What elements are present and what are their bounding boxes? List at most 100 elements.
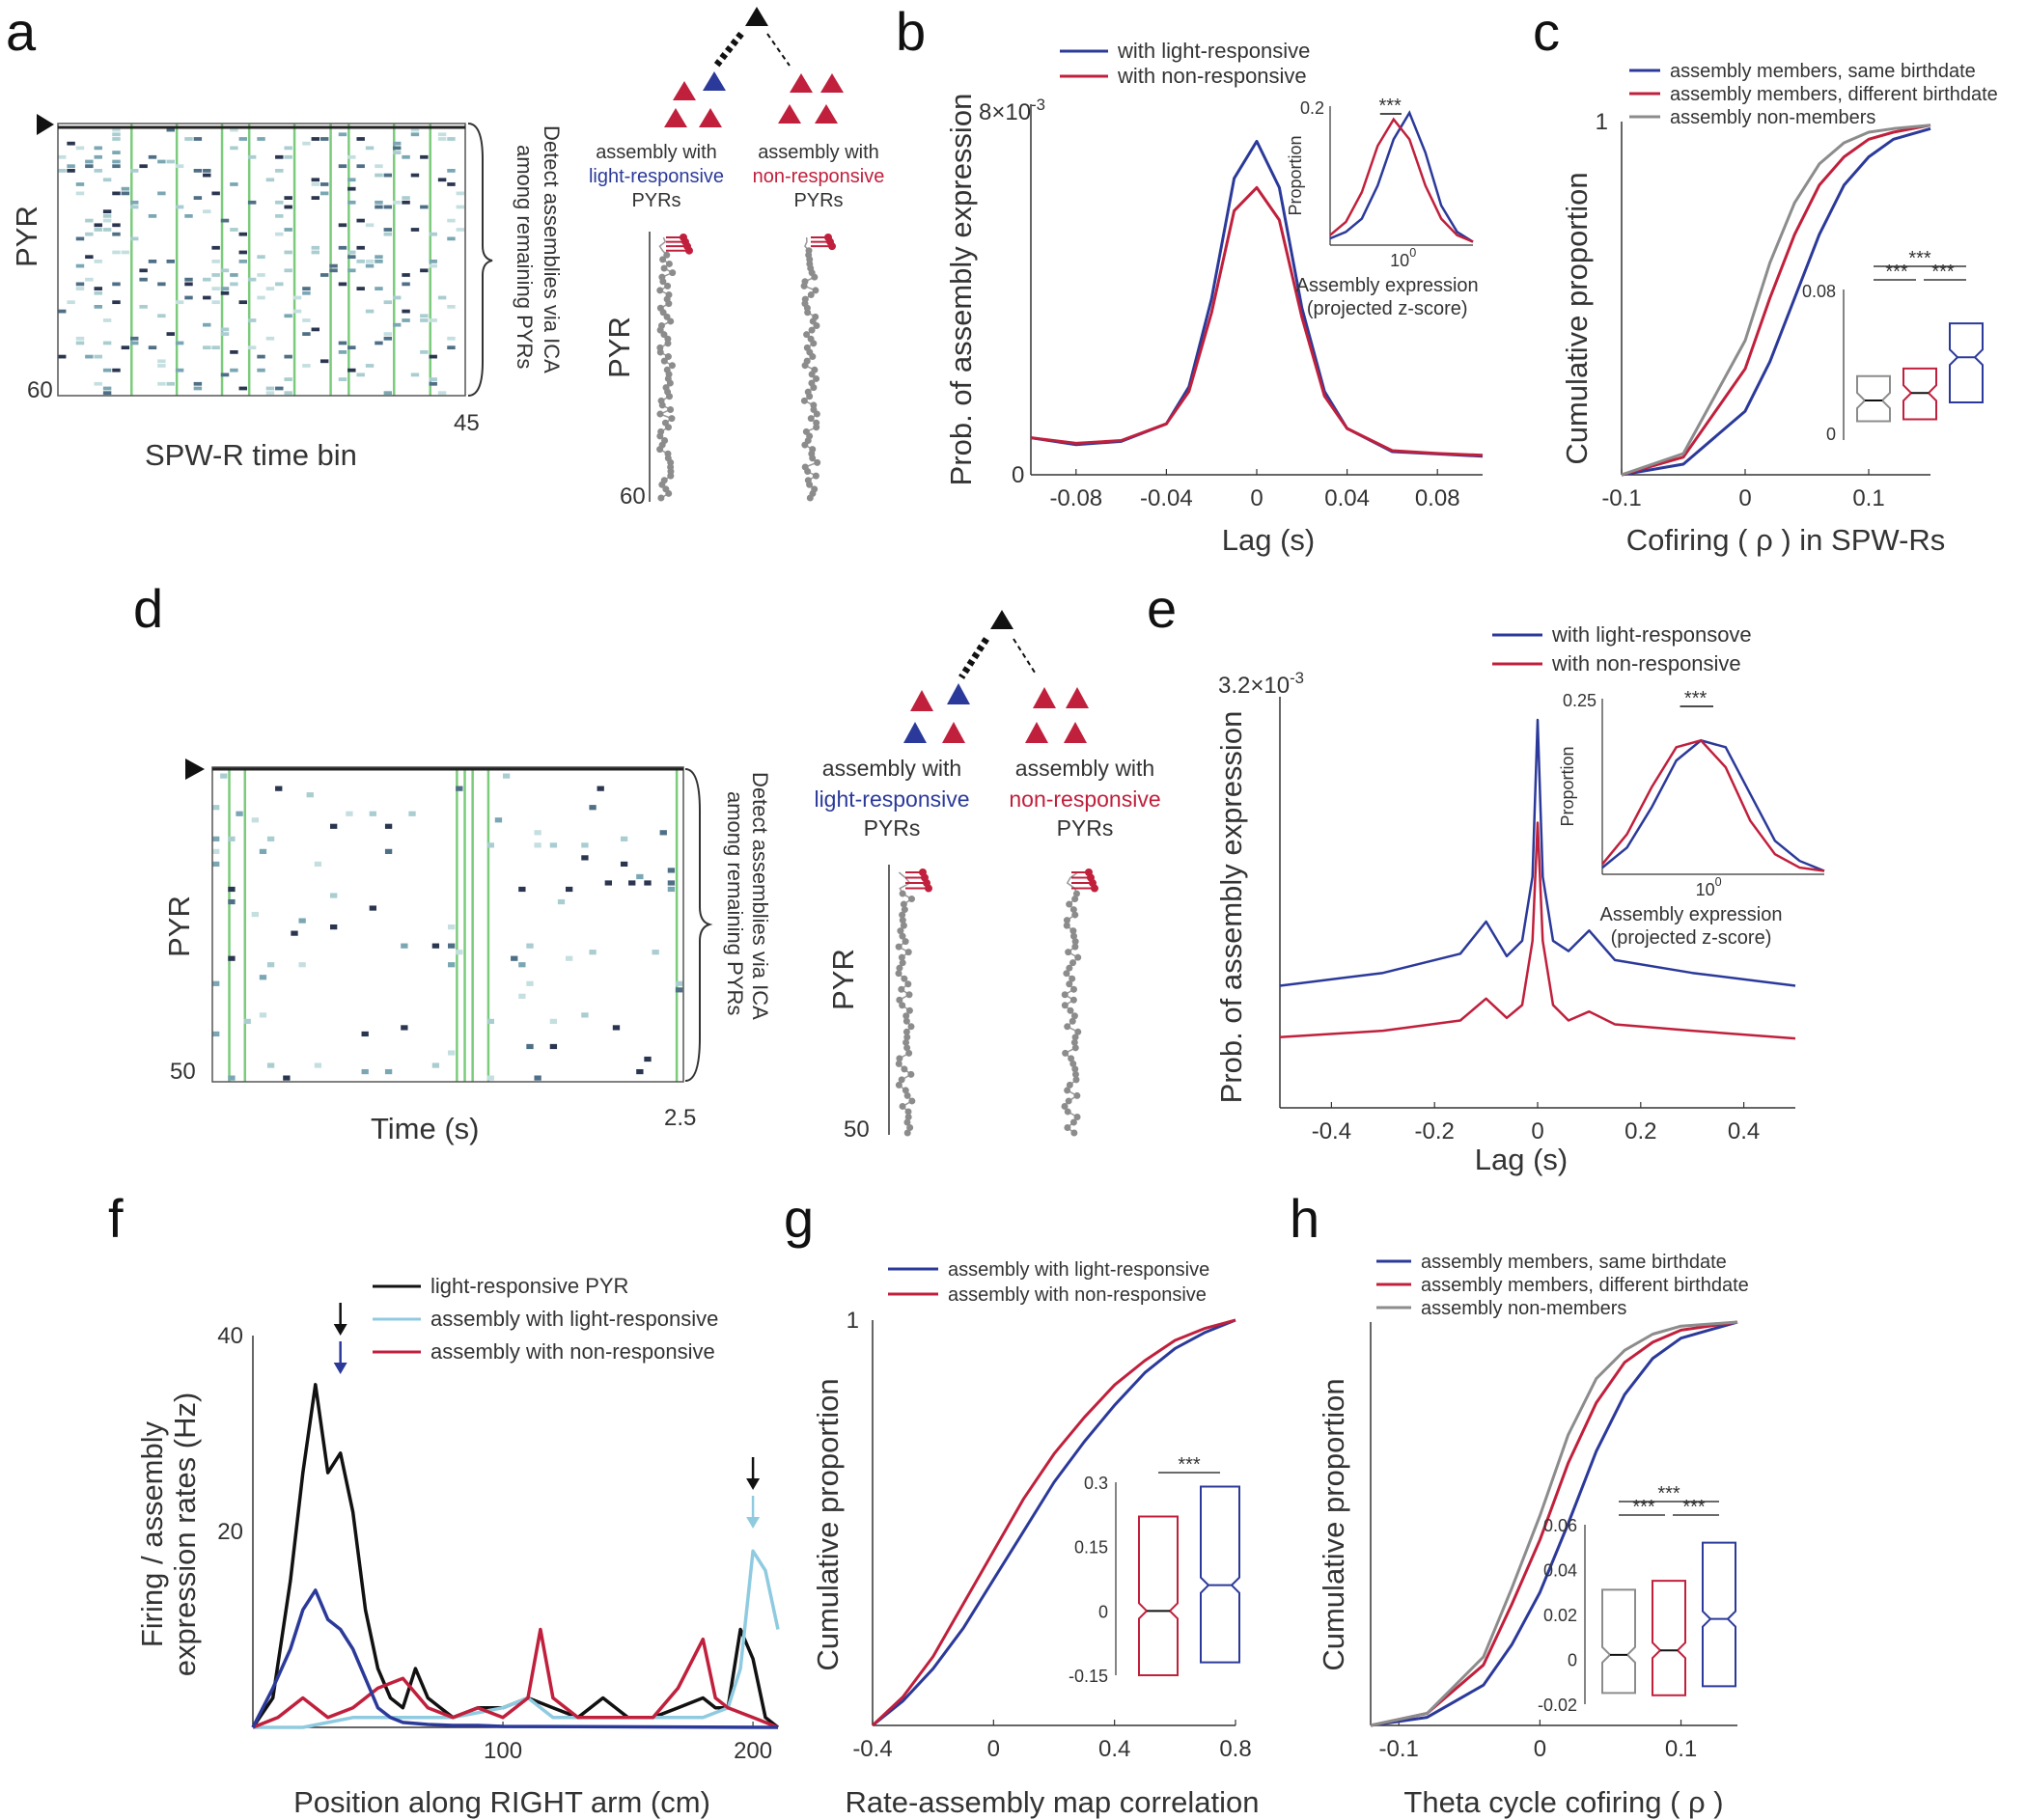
raster-cell — [94, 223, 102, 228]
chart-e: -0.4 -0.2 0 0.2 0.4 3.2×10-3 Lag (s) Prob. of a… — [1214, 622, 1825, 1176]
raster-cell — [94, 260, 102, 263]
weight-dot — [1068, 1055, 1075, 1062]
inset-xlabel: Assembly expression — [1296, 275, 1479, 296]
x-tick-label: -0.4 — [1312, 1118, 1351, 1144]
raster-cell — [636, 1068, 644, 1075]
weight-dot — [895, 1081, 902, 1089]
raster-cell — [193, 137, 203, 141]
raster-cell — [302, 141, 311, 146]
raster-cell — [193, 169, 203, 173]
raster-cell — [456, 191, 465, 196]
box-2 — [1949, 322, 1984, 403]
significance-stars: *** — [1657, 1483, 1680, 1504]
raster-cell — [220, 218, 230, 223]
weight-dot — [813, 322, 820, 330]
assembly-schematic-a — [664, 7, 844, 127]
weight-dot — [668, 362, 676, 370]
panel-label-a: a — [6, 1, 37, 62]
raster-cell — [330, 893, 338, 898]
assembly-a-light-line3: PYRs — [631, 190, 680, 211]
raster-cell — [275, 386, 284, 391]
raster-cell — [392, 141, 402, 146]
raster-cell — [456, 205, 465, 209]
raster-cell — [184, 214, 193, 218]
raster-cell — [437, 391, 447, 396]
assembly-d-non-line2: non-responsive — [1009, 786, 1160, 812]
connection-thick-icon — [713, 31, 744, 69]
raster-cell — [230, 127, 238, 132]
y-tick-bottom: 0 — [1012, 462, 1024, 488]
weight-dot — [904, 980, 912, 988]
significance-stars: *** — [1885, 262, 1908, 283]
y-tick-top: 8×10-3 — [979, 96, 1045, 125]
weight-dot — [903, 1118, 911, 1126]
raster-cell — [361, 1031, 369, 1037]
raster-cell — [361, 1068, 369, 1075]
raster-cell — [112, 223, 121, 228]
y-axis-label: Prob. of assembly expression — [1214, 711, 1248, 1104]
weight-dot — [899, 932, 906, 940]
assembly-d-light-line1: assembly with — [822, 756, 961, 781]
raster-cell — [94, 381, 102, 386]
weight-dot — [663, 251, 671, 259]
weight-dot — [1069, 927, 1077, 935]
raster-cell — [330, 823, 338, 829]
raster-cell — [447, 169, 456, 173]
raster-cell — [175, 341, 184, 345]
y-tick-top: 1 — [1596, 109, 1608, 135]
raster-cell — [157, 282, 166, 287]
weight-dot — [899, 890, 906, 897]
raster-cell — [230, 146, 238, 151]
raster-cell — [365, 263, 375, 268]
raster-cell — [667, 886, 676, 893]
raster-cell — [566, 955, 573, 961]
x-tick-label: 0 — [1531, 1118, 1543, 1144]
raster-cell — [347, 255, 356, 260]
weight-dot — [800, 282, 808, 290]
box-1 — [1652, 1580, 1686, 1696]
raster-cell — [365, 223, 375, 228]
weight-dot — [901, 1065, 908, 1073]
neuron-black-icon — [990, 610, 1014, 629]
raster-cell — [365, 309, 375, 314]
raster-cell — [247, 277, 257, 282]
raster-cell — [410, 127, 420, 132]
raster-cell — [112, 127, 121, 132]
raster-cell — [157, 314, 166, 318]
raster-cell — [275, 169, 284, 173]
raster-cell — [384, 823, 393, 829]
raster-cell — [369, 905, 376, 911]
weight-dot — [667, 405, 675, 413]
raster-cell — [259, 975, 267, 980]
raster-cell — [238, 386, 247, 391]
raster-cell — [85, 232, 94, 236]
x-axis-label: Lag (s) — [1222, 523, 1315, 557]
raster-cell — [447, 236, 456, 241]
raster-cell — [220, 332, 230, 336]
raster-cell — [644, 1056, 652, 1062]
weight-dot — [1069, 1017, 1076, 1025]
raster-cell — [410, 372, 420, 377]
raster-cell — [212, 980, 220, 986]
event-marker — [247, 124, 251, 396]
raster-cell — [330, 924, 338, 930]
event-marker — [220, 124, 224, 396]
raster-cell — [298, 962, 306, 968]
weight-dot — [667, 317, 675, 325]
inset-series-line — [1329, 117, 1474, 243]
weight-dot — [1070, 1012, 1078, 1020]
raster-cell — [58, 154, 67, 159]
weight-dot — [660, 264, 668, 272]
raster-cell — [431, 1062, 440, 1068]
x-tick-label: 0 — [1738, 485, 1751, 511]
weights-d-ytick: 50 — [844, 1117, 870, 1143]
weight-dot — [1067, 1007, 1074, 1014]
weight-dot — [1066, 980, 1073, 988]
raster-cell — [275, 214, 284, 218]
weight-dot — [1070, 1038, 1078, 1046]
raster-cell — [549, 1043, 558, 1050]
weight-dot — [660, 357, 668, 365]
raster-cell — [58, 169, 67, 173]
legend-label: assembly members, different birthdate — [1670, 84, 1998, 105]
brace-a-text-1: Detect assemblies via ICA — [540, 125, 564, 373]
